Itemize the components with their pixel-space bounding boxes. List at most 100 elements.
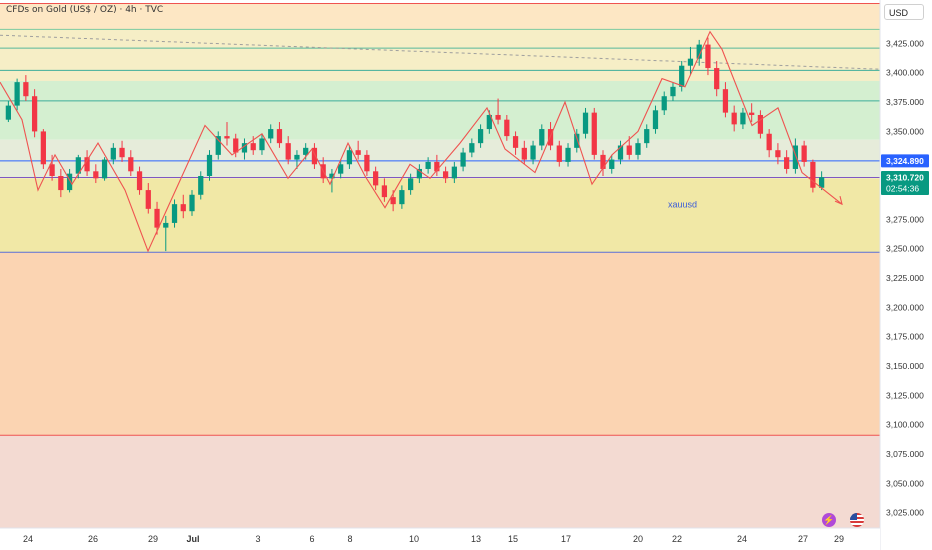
candle-body <box>101 159 108 179</box>
candle-body <box>425 161 431 169</box>
y-tick-label: 3,200.000 <box>886 302 924 312</box>
candle-body <box>40 131 46 165</box>
candle-body <box>652 110 659 130</box>
candle-body <box>14 82 20 106</box>
candle-body <box>705 44 711 69</box>
candle-body <box>136 171 143 191</box>
trend-line <box>0 34 881 70</box>
candle-body <box>749 112 755 115</box>
x-tick-label: 27 <box>798 534 808 544</box>
y-tick-label: 3,250.000 <box>886 244 924 254</box>
candle-body <box>574 133 580 148</box>
zone-band <box>0 139 880 179</box>
candle-body <box>206 154 213 176</box>
candle-body <box>451 166 457 179</box>
x-tick-label: 10 <box>409 534 419 544</box>
candle-body <box>338 164 344 174</box>
candle-body <box>784 157 790 169</box>
candle-body <box>241 143 248 153</box>
candle-body <box>84 157 90 172</box>
y-tick-label: 3,275.000 <box>886 214 924 224</box>
candle-body <box>495 114 501 120</box>
candle-body <box>399 190 405 205</box>
zone-band <box>0 3 880 30</box>
lightning-icon[interactable]: ⚡ <box>822 513 836 527</box>
candle-body <box>93 171 99 179</box>
candle-body <box>679 65 685 87</box>
candle-body <box>556 145 562 162</box>
candle-body <box>565 147 571 162</box>
candle-body <box>731 112 737 125</box>
candle-body <box>215 136 221 155</box>
candle-body <box>617 145 624 160</box>
candle-body <box>810 161 816 188</box>
candle-body <box>49 164 55 176</box>
arrow-head <box>834 196 843 206</box>
y-tick-label: 3,425.000 <box>886 38 924 48</box>
candle-body <box>171 204 178 223</box>
x-tick-label: 3 <box>255 534 260 544</box>
candle-body <box>609 159 615 169</box>
candle-body <box>644 129 650 144</box>
y-tick-label: 3,225.000 <box>886 273 924 283</box>
zone-band <box>0 29 880 81</box>
x-tick-label: 26 <box>88 534 98 544</box>
x-tick-label: 8 <box>347 534 352 544</box>
candle-body <box>311 147 318 165</box>
x-tick-label: 15 <box>508 534 518 544</box>
candle-body <box>591 112 597 155</box>
candle-body <box>294 154 300 160</box>
candle-body <box>504 119 510 137</box>
candle-body <box>600 154 606 169</box>
candle-body <box>66 173 73 191</box>
y-tick-label: 3,075.000 <box>886 449 924 459</box>
zone-band <box>0 178 880 253</box>
candle-body <box>775 150 781 158</box>
x-tick-label: 17 <box>561 534 571 544</box>
y-tick-label: 3,175.000 <box>886 332 924 342</box>
candle-body <box>268 129 274 139</box>
candle-body <box>128 157 134 172</box>
candle-body <box>434 161 440 172</box>
candle-body <box>512 136 519 148</box>
candle-body <box>469 143 475 153</box>
candle-body <box>740 112 746 125</box>
candle-body <box>189 194 195 212</box>
x-tick-label: 13 <box>471 534 481 544</box>
currency-selector[interactable]: USD <box>884 4 924 20</box>
candle-body <box>635 143 641 155</box>
x-tick-label: 24 <box>23 534 33 544</box>
price-axis <box>880 0 932 550</box>
candle-body <box>486 114 492 130</box>
time-axis <box>0 528 880 550</box>
x-tick-label: 29 <box>834 534 844 544</box>
candle-body <box>110 147 116 160</box>
candle-body <box>180 204 186 212</box>
candle-body <box>390 197 396 205</box>
candle-body <box>276 129 283 144</box>
candle-body <box>582 112 589 134</box>
x-tick-label: 6 <box>309 534 314 544</box>
candle-body <box>416 168 422 179</box>
candle-body <box>626 145 632 155</box>
candle-body <box>670 86 676 97</box>
us-flag-icon[interactable] <box>850 513 864 527</box>
price-label-box <box>881 154 929 168</box>
y-tick-label: 3,375.000 <box>886 97 924 107</box>
candle-body <box>373 171 379 186</box>
candle-body <box>661 96 667 111</box>
candle-body <box>521 147 527 160</box>
x-tick-label: 24 <box>737 534 747 544</box>
candle-body <box>819 177 825 188</box>
candle-body <box>119 147 125 158</box>
candle-body <box>539 129 545 146</box>
x-tick-label: Jul <box>186 534 199 544</box>
candle-body <box>687 58 694 66</box>
zone-band <box>0 80 880 140</box>
candle-body <box>766 133 772 151</box>
zone-band <box>0 435 880 528</box>
candle-body <box>792 145 799 169</box>
candle-body <box>381 185 388 198</box>
candle-body <box>530 145 536 160</box>
